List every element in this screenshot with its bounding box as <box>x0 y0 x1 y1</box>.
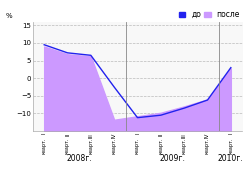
Text: 2008г.: 2008г. <box>66 154 92 163</box>
Text: III: III <box>182 133 187 138</box>
Text: кварт.: кварт. <box>42 137 47 154</box>
Legend: до, после: до, после <box>178 9 241 20</box>
Text: кварт.: кварт. <box>88 137 93 154</box>
Text: %: % <box>5 13 12 19</box>
Text: I: I <box>42 133 47 134</box>
Text: I: I <box>135 133 140 134</box>
Text: кварт.: кварт. <box>135 137 140 154</box>
Text: IV: IV <box>205 133 210 138</box>
Text: кварт.: кварт. <box>65 137 70 154</box>
Text: II: II <box>158 133 163 136</box>
Text: кварт.: кварт. <box>228 137 233 154</box>
Text: кварт.: кварт. <box>182 137 187 154</box>
Text: 2009г.: 2009г. <box>160 154 186 163</box>
Text: II: II <box>65 133 70 136</box>
Text: I: I <box>228 133 233 134</box>
Text: IV: IV <box>112 133 117 138</box>
Text: кварт.: кварт. <box>158 137 163 154</box>
Text: кварт.: кварт. <box>112 137 117 154</box>
Text: кварт.: кварт. <box>205 137 210 154</box>
Text: III: III <box>88 133 93 138</box>
Text: 2010г.: 2010г. <box>218 154 244 163</box>
